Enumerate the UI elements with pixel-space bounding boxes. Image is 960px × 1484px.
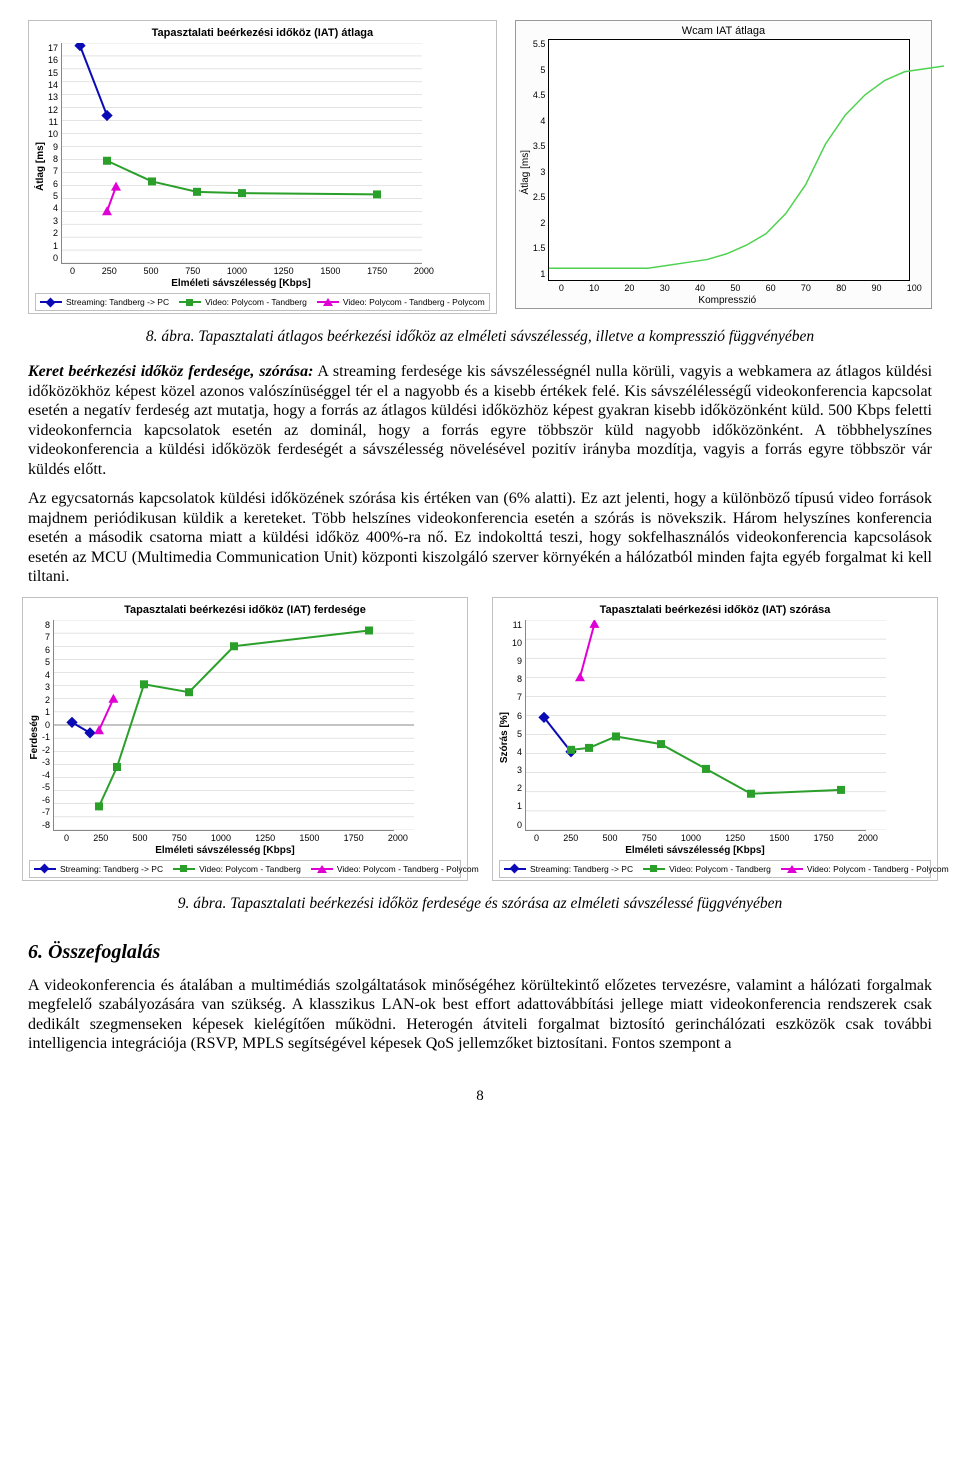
yticks: 5.554.543.532.521.51 <box>533 39 549 279</box>
legend-label: Streaming: Tandberg -> PC <box>66 297 169 307</box>
legend-label: Streaming: Tandberg -> PC <box>60 864 163 874</box>
xticks: 025050075010001250150017502000 <box>64 833 408 843</box>
chart-iat-atlag: Tapasztalati beérkezési időköz (IAT) átl… <box>28 20 497 314</box>
legend-label: Video: Polycom - Tandberg - Polycom <box>337 864 479 874</box>
legend-label: Video: Polycom - Tandberg - Polycom <box>343 297 485 307</box>
plot-area <box>548 39 910 281</box>
chart-iat-ferdeseg: Tapasztalati beérkezési időköz (IAT) fer… <box>22 597 468 881</box>
legend-item-video2: Video: Polycom - Tandberg <box>179 297 307 307</box>
ylabel: Ferdeség <box>29 715 40 759</box>
chart-title: Tapasztalati beérkezési időköz (IAT) fer… <box>29 604 461 616</box>
legend-label: Video: Polycom - Tandberg <box>669 864 771 874</box>
legend: Streaming: Tandberg -> PC Video: Polycom… <box>35 293 490 311</box>
xlabel: Elméleti sávszélesség [Kbps] <box>48 278 434 289</box>
ylabel: Szórás [%] <box>499 712 510 763</box>
legend-label: Video: Polycom - Tandberg <box>199 864 301 874</box>
paragraph-1-body: A streaming ferdesége kis sávszélességné… <box>28 363 932 478</box>
chart-title: Wcam IAT átlaga <box>520 25 927 37</box>
legend-item-video2: Video: Polycom - Tandberg <box>643 864 771 874</box>
page-number: 8 <box>28 1088 932 1105</box>
figure-caption-8: 8. ábra. Tapasztalati átlagos beérkezési… <box>28 328 932 346</box>
chart-title: Tapasztalati beérkezési időköz (IAT) átl… <box>35 27 490 39</box>
top-charts-row: Tapasztalati beérkezési időköz (IAT) átl… <box>28 20 932 314</box>
xticks: 025050075010001250150017502000 <box>534 833 878 843</box>
chart-title: Tapasztalati beérkezési időköz (IAT) szó… <box>499 604 931 616</box>
chart-iat-szoras: Tapasztalati beérkezési időköz (IAT) szó… <box>492 597 938 881</box>
plot-area <box>525 620 866 831</box>
yticks: 11109876543210 <box>512 620 525 830</box>
chart-wcam-iat: Wcam IAT átlaga Átlag [ms] 5.554.543.532… <box>515 20 932 309</box>
xticks: 025050075010001250150017502000 <box>70 266 434 276</box>
legend-item-video3: Video: Polycom - Tandberg - Polycom <box>781 864 949 874</box>
yticks: 876543210-1-2-3-4-5-6-7-8 <box>42 620 53 830</box>
legend-item-streaming: Streaming: Tandberg -> PC <box>34 864 163 874</box>
legend-item-streaming: Streaming: Tandberg -> PC <box>40 297 169 307</box>
legend-label: Streaming: Tandberg -> PC <box>530 864 633 874</box>
legend-item-video3: Video: Polycom - Tandberg - Polycom <box>317 297 485 307</box>
paragraph-2: Az egycsatornás kapcsolatok küldési idők… <box>28 489 932 587</box>
xlabel: Elméleti sávszélesség [Kbps] <box>42 845 408 856</box>
section-6-paragraph: A videokonferencia és átalában a multimé… <box>28 976 932 1054</box>
legend-label: Video: Polycom - Tandberg <box>205 297 307 307</box>
section-6-title: 6. Összefoglalás <box>28 941 932 964</box>
ylabel: Átlag [ms] <box>520 150 531 194</box>
legend-item-streaming: Streaming: Tandberg -> PC <box>504 864 633 874</box>
xlabel: Elméleti sávszélesség [Kbps] <box>512 845 878 856</box>
legend: Streaming: Tandberg -> PC Video: Polycom… <box>29 860 461 878</box>
figure-caption-9: 9. ábra. Tapasztalati beérkezési időköz … <box>28 895 932 913</box>
paragraph-1: Keret beérkezési időköz ferdesége, szórá… <box>28 362 932 479</box>
mid-charts-row: Tapasztalati beérkezési időköz (IAT) fer… <box>28 597 932 881</box>
plot-area <box>53 620 394 831</box>
legend: Streaming: Tandberg -> PC Video: Polycom… <box>499 860 931 878</box>
ylabel: Átlag [ms] <box>35 142 46 191</box>
plot-area <box>61 43 422 264</box>
legend-item-video3: Video: Polycom - Tandberg - Polycom <box>311 864 479 874</box>
paragraph-1-title: Keret beérkezési időköz ferdesége, szórá… <box>28 363 313 380</box>
yticks: 17161514131211109876543210 <box>48 43 61 263</box>
legend-label: Video: Polycom - Tandberg - Polycom <box>807 864 949 874</box>
legend-item-video2: Video: Polycom - Tandberg <box>173 864 301 874</box>
